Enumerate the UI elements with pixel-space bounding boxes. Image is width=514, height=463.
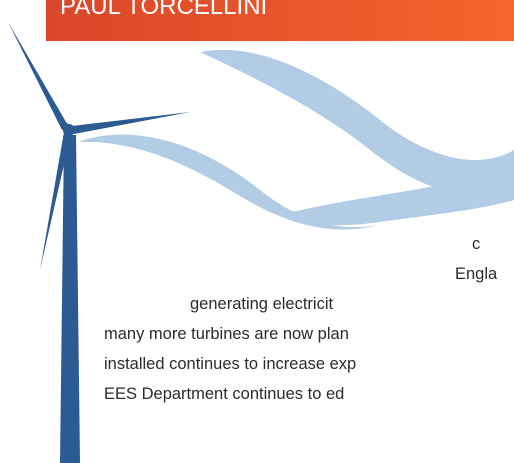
turbine-blade xyxy=(72,112,190,134)
turbine-tower xyxy=(60,135,80,463)
body-line: many more turbines are now plan xyxy=(104,325,349,343)
body-line: c xyxy=(472,235,480,253)
page-canvas: PAUL TORCELLINI c Engla generating elect… xyxy=(0,0,514,463)
page: {"header": {"title": "PAUL TORCELLINI"},… xyxy=(0,0,514,463)
header-title: PAUL TORCELLINI xyxy=(60,0,267,20)
body-line: Engla xyxy=(455,265,498,283)
body-line: generating electricit xyxy=(190,295,333,313)
turbine-hub xyxy=(63,124,75,136)
body-line: EES Department continues to ed xyxy=(104,385,344,403)
body-line: installed continues to increase exp xyxy=(104,355,356,373)
swoosh xyxy=(200,50,514,196)
